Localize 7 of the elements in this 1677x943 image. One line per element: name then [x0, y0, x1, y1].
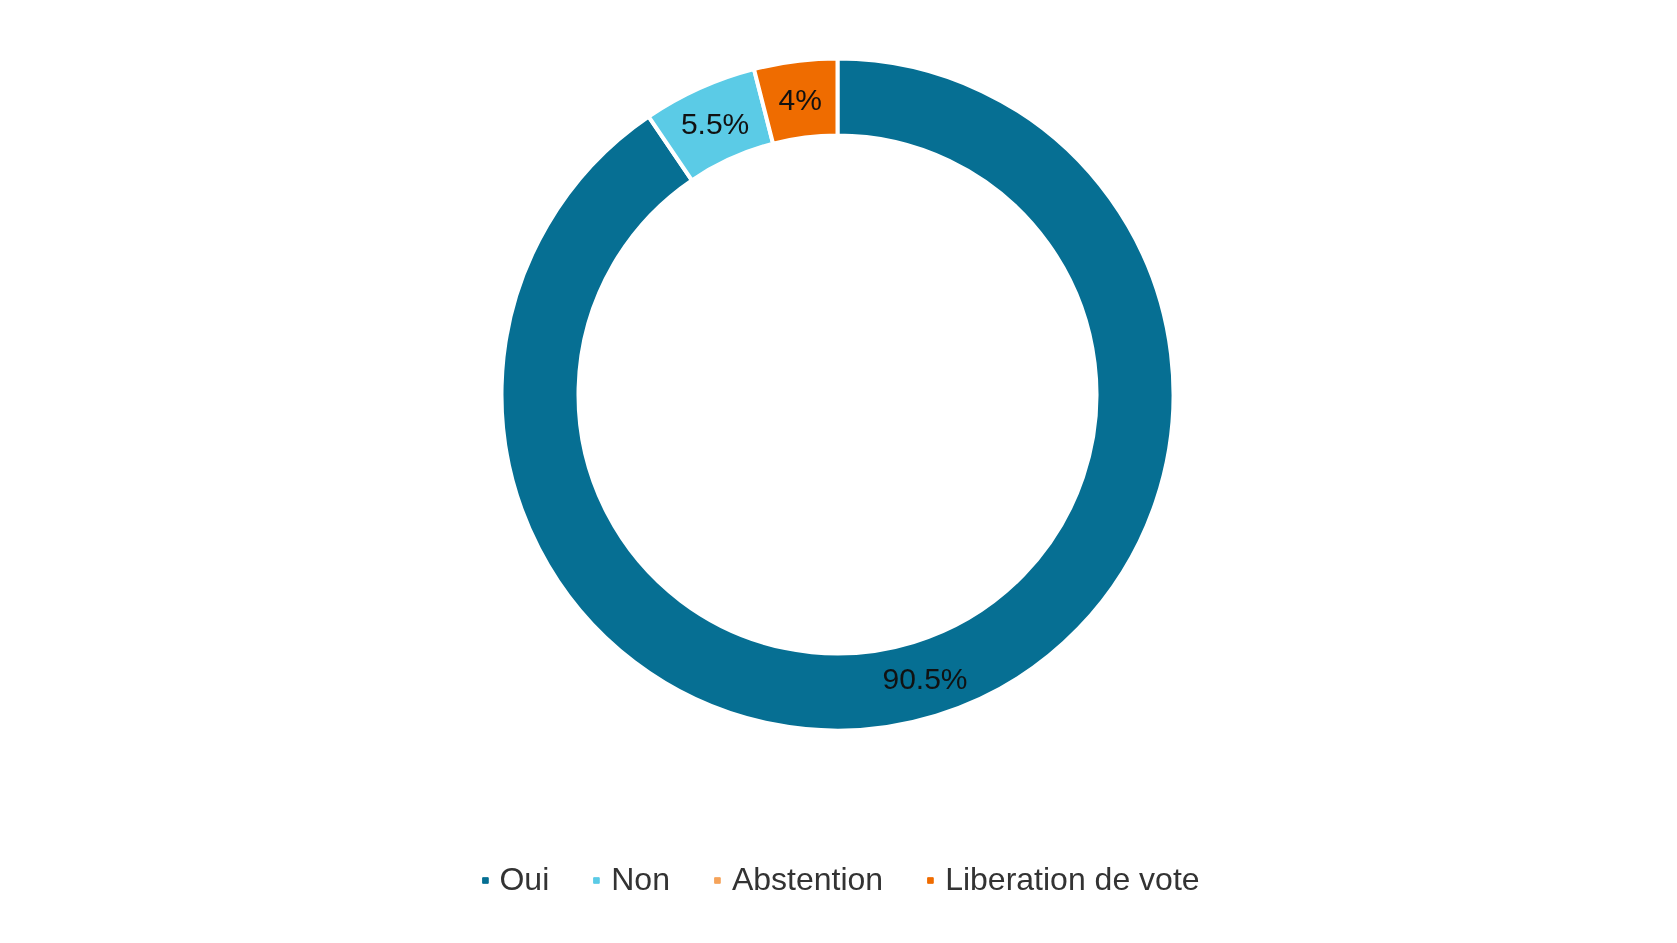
- data-label: 5.5%: [680, 106, 750, 140]
- legend-label: Oui: [499, 861, 550, 898]
- data-label: 4%: [778, 82, 822, 116]
- legend-label: Abstention: [731, 861, 884, 898]
- legend-label: Non: [611, 861, 670, 898]
- data-label: 90.5%: [882, 662, 968, 696]
- legend-label: Liberation de vote: [945, 861, 1200, 898]
